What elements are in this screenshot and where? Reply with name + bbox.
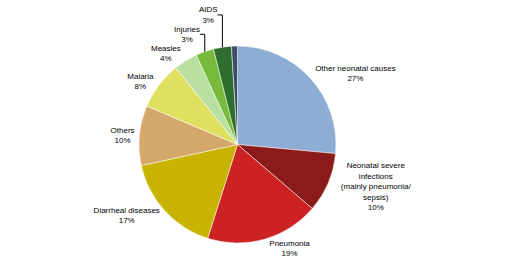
svg-text:AIDS3%: AIDS3% <box>199 5 218 24</box>
svg-text:Malaria8%: Malaria8% <box>127 72 154 91</box>
svg-text:Neonatal severeinfections(main: Neonatal severeinfections(mainly pneumon… <box>341 161 412 212</box>
svg-text:Measles4%: Measles4% <box>151 44 181 63</box>
svg-text:Others10%: Others10% <box>111 126 135 145</box>
svg-text:Diarrheal diseases17%: Diarrheal diseases17% <box>94 206 160 225</box>
svg-text:Other neonatal causes27%: Other neonatal causes27% <box>315 64 396 83</box>
svg-text:Injuries3%: Injuries3% <box>174 25 200 44</box>
svg-text:Pneumonia19%: Pneumonia19% <box>269 239 310 258</box>
